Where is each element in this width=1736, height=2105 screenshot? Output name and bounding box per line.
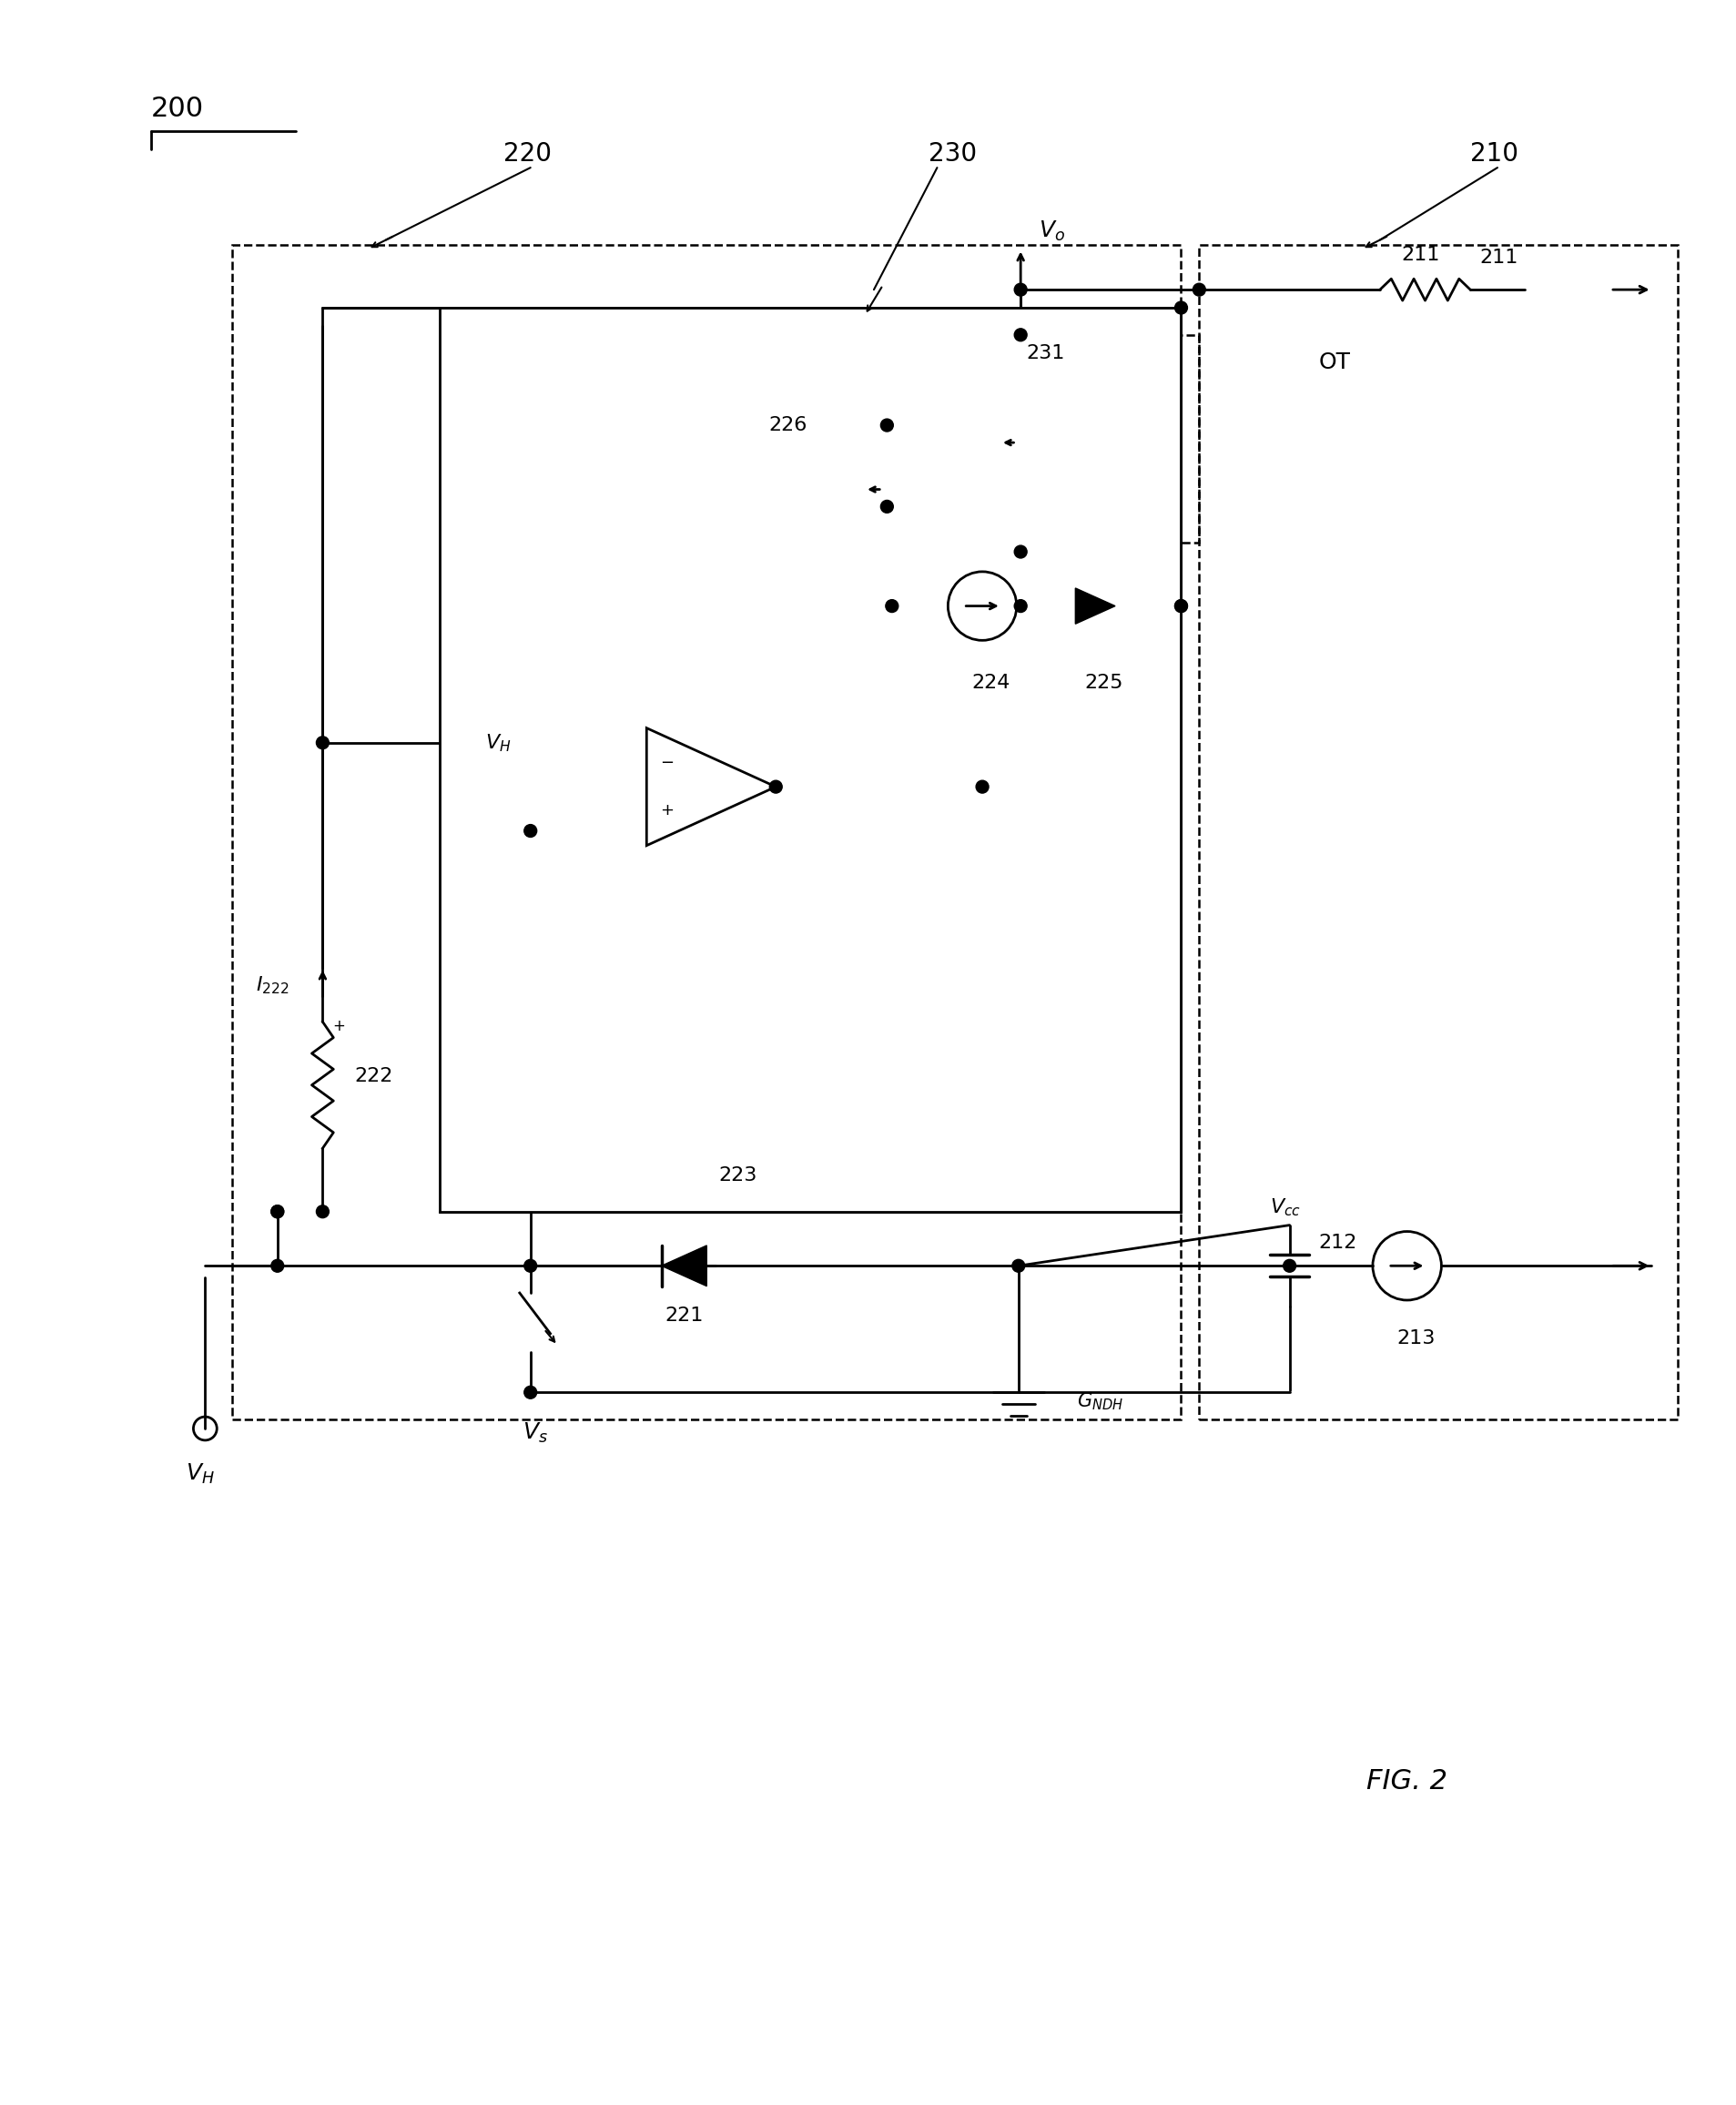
Circle shape [880, 419, 892, 432]
Circle shape [1014, 284, 1026, 297]
Circle shape [524, 1259, 536, 1271]
Text: OT: OT [1318, 352, 1351, 373]
Circle shape [524, 825, 536, 838]
Circle shape [316, 1206, 328, 1219]
Text: 221: 221 [665, 1307, 703, 1324]
Circle shape [524, 1385, 536, 1398]
Text: $V_H$: $V_H$ [186, 1461, 215, 1486]
Text: −: − [660, 756, 674, 770]
Text: 200: 200 [151, 95, 203, 122]
Text: 225: 225 [1085, 674, 1123, 693]
Bar [233, 244, 1180, 1419]
Text: $V_s$: $V_s$ [523, 1421, 547, 1444]
Text: 230: 230 [927, 141, 976, 166]
Circle shape [976, 781, 988, 794]
Text: 231: 231 [1026, 343, 1064, 362]
Circle shape [271, 1206, 283, 1219]
Circle shape [316, 737, 328, 749]
Text: 212: 212 [1318, 1234, 1356, 1252]
Polygon shape [661, 1246, 707, 1286]
Text: 211: 211 [1479, 248, 1517, 267]
Circle shape [1174, 600, 1187, 613]
Text: +: + [332, 1019, 345, 1034]
Text: 211: 211 [1401, 246, 1439, 265]
Text: FIG. 2: FIG. 2 [1366, 1768, 1446, 1793]
Bar [439, 307, 1180, 1212]
Text: 222: 222 [354, 1067, 392, 1084]
Text: +: + [660, 802, 674, 819]
Text: $V_{cc}$: $V_{cc}$ [1269, 1196, 1300, 1219]
Bar [892, 335, 1198, 543]
Circle shape [880, 501, 892, 514]
Circle shape [769, 781, 781, 794]
Text: $V_o$: $V_o$ [1038, 219, 1064, 242]
Text: 213: 213 [1396, 1328, 1434, 1347]
Circle shape [1014, 600, 1026, 613]
Bar [1198, 244, 1677, 1419]
Text: 223: 223 [719, 1166, 757, 1185]
Circle shape [885, 600, 898, 613]
Circle shape [1193, 284, 1205, 297]
Text: $G_{NDH}$: $G_{NDH}$ [1076, 1391, 1123, 1412]
Text: 220: 220 [503, 141, 552, 166]
Circle shape [271, 1259, 283, 1271]
Text: $I_{222}$: $I_{222}$ [257, 975, 290, 996]
Circle shape [1014, 328, 1026, 341]
Polygon shape [1075, 587, 1115, 623]
Circle shape [1014, 545, 1026, 558]
Text: 226: 226 [769, 417, 807, 434]
Circle shape [1283, 1259, 1295, 1271]
Text: 210: 210 [1470, 141, 1517, 166]
Text: 224: 224 [972, 674, 1010, 693]
Circle shape [1174, 600, 1187, 613]
Text: $V_H$: $V_H$ [484, 733, 510, 754]
Circle shape [1174, 301, 1187, 314]
Circle shape [1012, 1259, 1024, 1271]
Circle shape [271, 1206, 283, 1219]
